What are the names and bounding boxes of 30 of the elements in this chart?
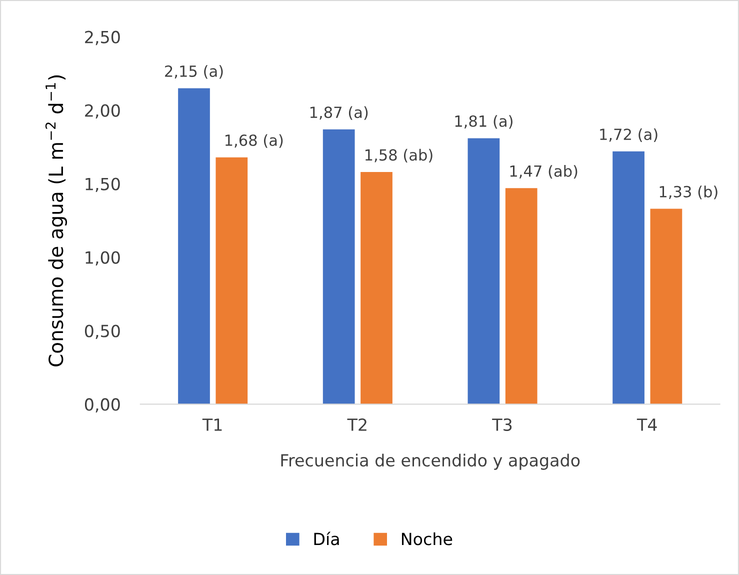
x-tick-label: T3 xyxy=(492,418,512,432)
y-tick-label: 1,50 xyxy=(86,178,120,192)
bar xyxy=(612,151,644,404)
x-tick-label: T4 xyxy=(636,418,657,431)
bar xyxy=(505,188,538,404)
bar xyxy=(360,172,392,404)
bar xyxy=(322,129,355,404)
bar xyxy=(178,88,210,404)
y-axis-title: Consumo de agua (L m$^{−2}$ d$^{−1}$) xyxy=(45,75,67,366)
data-label: 1,68 (a) xyxy=(225,134,283,148)
data-label: 1,81 (a) xyxy=(455,115,512,129)
legend-label: Día xyxy=(314,532,339,546)
legend-label: Noche xyxy=(402,532,452,546)
y-tick-label: 2,00 xyxy=(85,104,120,119)
data-label: 1,58 (ab) xyxy=(365,148,432,163)
data-label: 1,72 (a) xyxy=(600,128,658,142)
x-tick-label: T2 xyxy=(347,418,366,431)
y-tick-label: 0,00 xyxy=(84,398,120,412)
x-axis-title: Frecuencia de encendido y apagado xyxy=(281,454,580,470)
data-label: 1,33 (b) xyxy=(660,186,718,200)
bar xyxy=(216,157,248,404)
y-tick-label: 1,00 xyxy=(86,251,120,266)
data-label: 2,15 (a) xyxy=(165,65,223,79)
y-tick-label: 2,50 xyxy=(85,30,120,46)
data-label: 1,47 (ab) xyxy=(510,165,578,179)
y-tick-label: 0,50 xyxy=(84,324,120,340)
x-tick-label: T1 xyxy=(202,418,222,431)
data-label: 1,87 (a) xyxy=(310,106,368,120)
bar xyxy=(468,138,500,404)
bar xyxy=(650,208,682,404)
